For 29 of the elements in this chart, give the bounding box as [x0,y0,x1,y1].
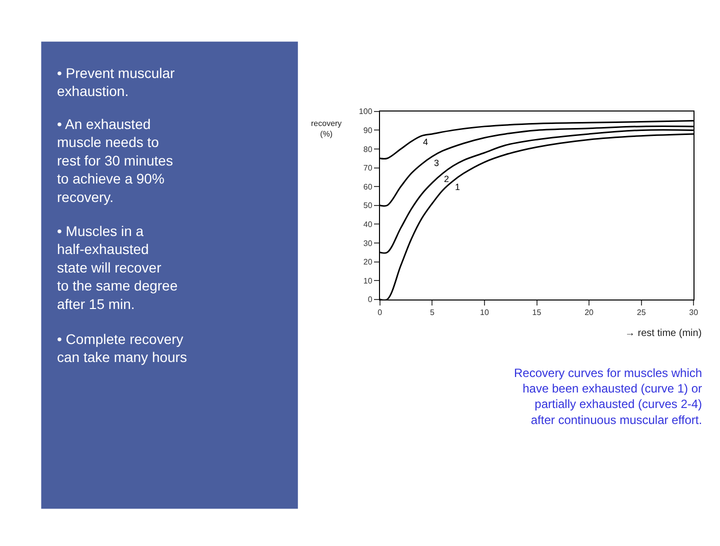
text: • Prevent muscular exhaustion. [57,65,176,100]
x-tick-label: 5 [430,308,435,317]
y-tick-label: 50 [363,201,373,210]
y-axis-title: recovery (%) [311,119,342,138]
text: • An exhausted muscle needs to rest for 30 minutes to achieve a 90% recovery. [57,116,173,205]
x-tick-label: 30 [689,308,699,317]
y-tick-label: 40 [363,220,373,229]
y-tick-label: 80 [363,144,373,154]
x-tick-label: 0 [378,308,383,317]
x-tick-label: 20 [584,308,594,317]
text: • Muscles in a half-exhausted state will recover to the same degree after 15 min. [57,223,178,312]
x-tick-label: 15 [532,308,542,317]
y-tick-label: 20 [363,258,373,267]
x-axis-title: → rest time (min) [625,328,702,339]
annotation: 4 [423,137,428,147]
annotation: 3 [434,158,440,168]
y-tick-label: 60 [363,182,373,192]
x-tick-label: 25 [636,308,646,317]
x-tick-label: 10 [480,308,490,317]
y-tick-label: 70 [363,164,373,173]
text: • Complete recovery can take many hours [57,331,187,366]
annotation: 1 [455,182,460,192]
y-tick-label: 100 [358,107,373,116]
y-tick-label: 30 [363,238,373,248]
y-tick-label: 10 [363,276,373,286]
text: Recovery curves for muscles which have been exhausted (curve 1) or partially exhausted (curves 2-4) after continuous muscular effort. [514,366,702,427]
annotation: 2 [444,174,450,184]
y-tick-label: 90 [363,126,373,135]
y-tick-label: 0 [368,295,373,304]
